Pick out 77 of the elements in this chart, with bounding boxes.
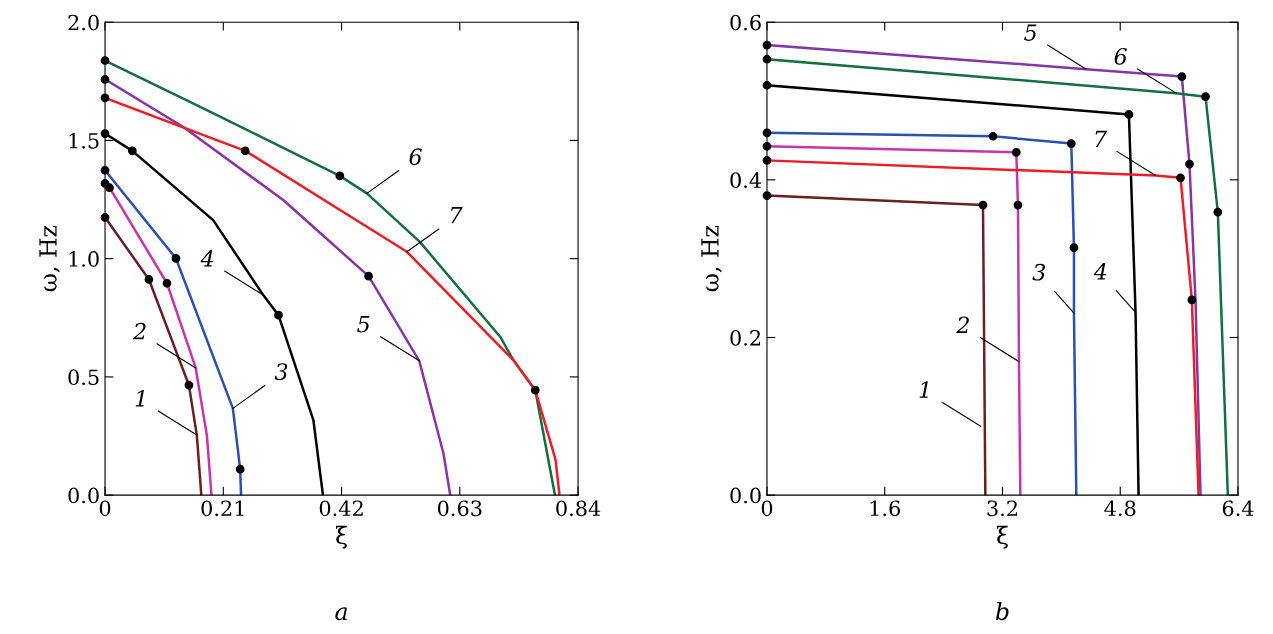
point xyxy=(100,93,110,103)
x-axis-title: ξ xyxy=(336,525,347,549)
annotation: 4 xyxy=(200,250,214,267)
point xyxy=(235,464,245,474)
point xyxy=(100,75,110,84)
y-tick-label: 0.0 xyxy=(730,487,761,504)
point xyxy=(162,278,172,288)
point xyxy=(988,131,998,141)
x-tick-label: 6.4 xyxy=(1222,500,1254,517)
annotation: 5 xyxy=(357,316,370,333)
y-tick-label: 0.6 xyxy=(730,14,761,31)
y-tick-label: 2.0 xyxy=(68,14,99,31)
point xyxy=(335,171,345,181)
annotation: 2 xyxy=(956,316,969,334)
point xyxy=(530,385,540,395)
annotation: 4 xyxy=(1093,263,1107,280)
point xyxy=(1201,92,1210,102)
point xyxy=(762,141,772,151)
y-axis-title: ω, Hz xyxy=(701,225,722,292)
annotation: 6 xyxy=(409,148,422,166)
point xyxy=(1069,243,1079,253)
point xyxy=(762,80,772,90)
point xyxy=(1176,173,1185,183)
annotation: 3 xyxy=(1032,263,1045,281)
annotation: 6 xyxy=(1114,48,1127,65)
x-tick-label: 0.21 xyxy=(201,500,244,517)
y-tick-label: 0.4 xyxy=(730,172,762,189)
text: b xyxy=(995,601,1009,621)
annotation: 5 xyxy=(1024,24,1037,41)
annotation: 1 xyxy=(919,381,928,398)
point xyxy=(100,129,110,138)
annotation: 1 xyxy=(135,390,144,407)
point xyxy=(127,146,137,156)
point xyxy=(762,40,772,50)
point xyxy=(240,146,250,156)
annotation: 3 xyxy=(274,363,288,381)
x-tick-label: 0.42 xyxy=(319,500,363,517)
text: a xyxy=(335,607,348,621)
annotation: 2 xyxy=(132,322,146,340)
point xyxy=(762,191,772,200)
y-tick-label: 0.2 xyxy=(730,329,761,346)
y-tick-label: 0.5 xyxy=(68,369,99,386)
point xyxy=(364,271,373,281)
annotation: 7 xyxy=(451,207,463,224)
y-tick-label: 0.0 xyxy=(68,487,99,504)
point xyxy=(978,200,988,210)
point xyxy=(105,183,114,193)
point xyxy=(184,380,194,390)
annotation: 7 xyxy=(1095,130,1108,147)
point xyxy=(1011,147,1021,157)
point xyxy=(1124,110,1134,119)
y-axis-title: ω, Hz xyxy=(39,225,60,292)
x-tick-label: 1.6 xyxy=(870,500,900,517)
y-tick-label: 1.5 xyxy=(69,132,99,149)
x-axis-title: ξ xyxy=(996,525,1008,549)
point xyxy=(1187,295,1197,305)
point xyxy=(762,128,772,138)
y-tick-label: 1.0 xyxy=(69,251,99,267)
point xyxy=(762,54,772,64)
point xyxy=(171,254,181,263)
x-tick-label: 3.2 xyxy=(987,500,1018,517)
point xyxy=(100,165,110,175)
point xyxy=(100,56,110,65)
point xyxy=(762,156,772,165)
point xyxy=(100,212,110,222)
x-tick-label: 0 xyxy=(761,500,773,517)
x-tick-label: 0.63 xyxy=(437,500,482,517)
point xyxy=(1185,159,1194,169)
x-tick-label: 0.84 xyxy=(556,500,601,517)
x-tick-label: 4.8 xyxy=(1104,500,1136,517)
point xyxy=(1066,139,1076,148)
point xyxy=(1013,200,1023,210)
point xyxy=(1177,72,1187,81)
point xyxy=(274,310,283,320)
point xyxy=(144,275,154,284)
point xyxy=(1213,207,1223,217)
x-tick-label: 0 xyxy=(99,500,111,517)
